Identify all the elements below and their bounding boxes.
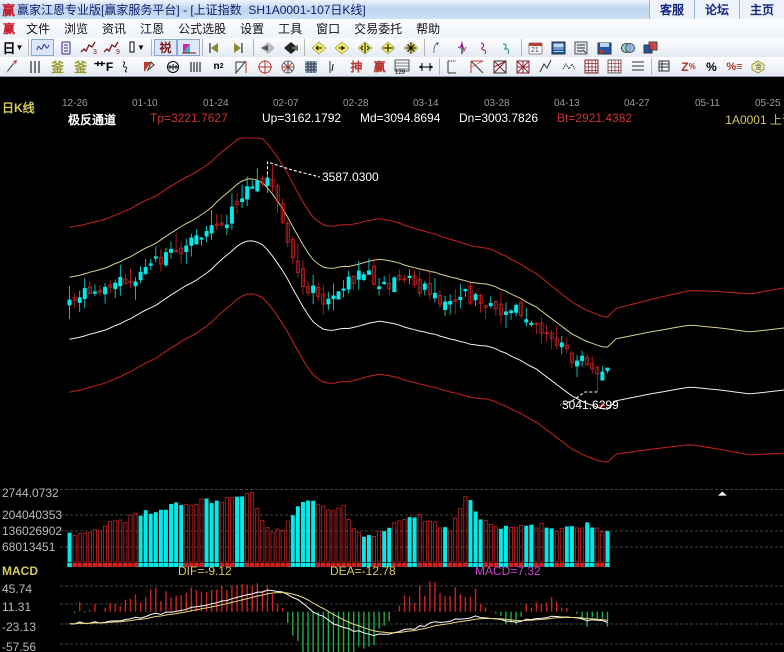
svg-text:9: 9 bbox=[116, 49, 120, 55]
svg-text:21: 21 bbox=[531, 47, 539, 54]
svg-text:129: 129 bbox=[395, 70, 406, 75]
svg-text:3: 3 bbox=[93, 49, 97, 55]
svg-text:I: I bbox=[331, 63, 334, 74]
svg-text:金: 金 bbox=[755, 62, 762, 71]
